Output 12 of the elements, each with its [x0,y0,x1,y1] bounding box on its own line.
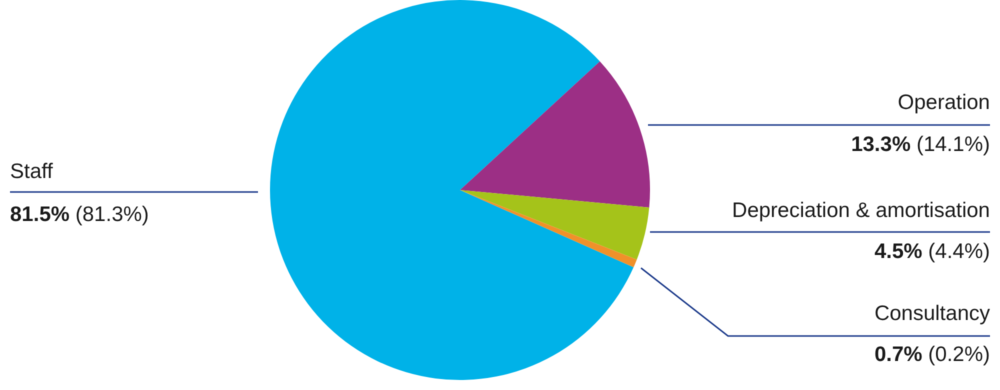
text: (81.3%) [75,203,149,226]
text: (4.4%) [928,240,990,263]
slice-label: Depreciation & amortisation [732,199,990,223]
data-label: 81.5% [10,203,70,226]
text: (0.2%) [928,343,990,366]
text: (14.1%) [916,133,990,156]
slice-label: Operation [898,91,990,115]
data-label: 0.7% [874,343,922,366]
data-label: 4.5% [874,240,922,263]
slice-label: Consultancy [874,302,990,326]
slice-label: Staff [10,160,53,184]
data-label: 13.3% [851,133,911,156]
